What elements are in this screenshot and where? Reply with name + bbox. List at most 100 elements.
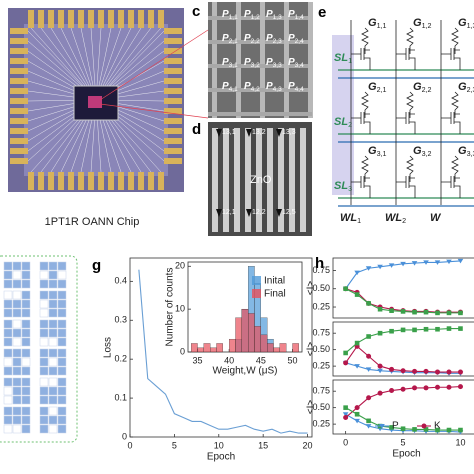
sem-stripes: 13,1 13,2 13,3 12,1 12,2 12,5 [212, 128, 306, 232]
legend-swatch [252, 289, 261, 298]
marker [423, 326, 429, 332]
gate-label: G1,3 [458, 17, 474, 30]
pad [164, 68, 182, 74]
sem-cell-label-main: P [288, 57, 295, 68]
pad [58, 10, 64, 28]
y-axis-label: Loss [103, 337, 114, 358]
pattern-pixel [48, 279, 58, 289]
pattern-pixel [21, 386, 31, 396]
sem-label: 13,3 [282, 129, 296, 136]
transistor [396, 176, 416, 198]
sem-cell-label-main: P [266, 9, 273, 20]
marker [421, 423, 427, 429]
chip-caption: 1PT1R OANN Chip [45, 216, 140, 228]
pattern-pixel [48, 337, 58, 347]
sem-cell-label-main: P [222, 57, 229, 68]
zoom-line [99, 103, 209, 119]
marker [379, 424, 385, 429]
marker [457, 258, 464, 264]
pattern-pixel [3, 337, 13, 347]
source-line-label: SL2 [334, 116, 352, 129]
transistor [351, 112, 371, 134]
pad [138, 10, 144, 28]
sem-cell-label-main: P [266, 57, 273, 68]
marker [343, 415, 349, 421]
pad [28, 10, 34, 28]
pattern-pixel [39, 377, 49, 387]
sem-row [208, 64, 312, 68]
marker [366, 353, 372, 359]
pattern-pixel [21, 279, 31, 289]
pattern-pixel [57, 279, 67, 289]
marker [400, 386, 406, 392]
sem-cell-label-sub: 4,3 [273, 86, 282, 93]
marker [377, 390, 383, 396]
pad [164, 158, 182, 164]
pattern-pixel [3, 328, 13, 338]
resistor [361, 91, 369, 118]
resistor [406, 155, 414, 182]
pad [10, 98, 28, 104]
x-tick-label: 50 [287, 355, 297, 365]
sem-column [308, 2, 313, 118]
marker [366, 418, 371, 424]
marker [354, 340, 360, 346]
x-axis-label: Weight,W (μS) [212, 366, 277, 377]
pad [10, 148, 28, 154]
word-line-label-sub: 2 [402, 217, 406, 225]
pad [108, 172, 114, 190]
sem-cell-label: P4,4 [288, 81, 304, 93]
pad [10, 48, 28, 54]
pattern-pixel [12, 279, 22, 289]
pad [38, 172, 44, 190]
hist-bar [197, 347, 204, 353]
pattern-pixel [12, 386, 22, 396]
pattern-pixel [48, 406, 58, 416]
pattern-pixel [3, 270, 13, 280]
marker [354, 292, 360, 297]
sem-cell-label-main: P [244, 33, 251, 44]
marker [435, 310, 440, 316]
marker [446, 427, 452, 433]
gate-label-main: G [413, 145, 422, 157]
marker [354, 418, 360, 424]
pad [164, 128, 182, 134]
hist-bar [216, 343, 223, 353]
pattern-pixel [3, 290, 13, 300]
marker [446, 369, 452, 375]
gate-label: G1,2 [413, 17, 432, 30]
pad [10, 68, 28, 74]
transistor [441, 48, 461, 70]
pattern-pixel [39, 415, 49, 425]
hist-bar [235, 317, 242, 353]
hist-bar [229, 338, 236, 353]
pattern-pixel [39, 366, 49, 376]
marker [435, 369, 441, 375]
marker [435, 427, 440, 433]
source-line-label-main: SL [334, 180, 348, 192]
pattern-pixel [39, 357, 49, 367]
sem-cell-label: P2,1 [222, 33, 238, 45]
resistor [406, 27, 414, 54]
sem-column [260, 2, 265, 118]
pattern-pixel [48, 424, 58, 434]
sem-stripe [245, 128, 251, 232]
pad [78, 172, 84, 190]
marker [458, 310, 463, 316]
y-axis-label: <I> [306, 342, 317, 357]
pad [10, 28, 28, 34]
sem-cell-label-sub: 3,2 [251, 62, 260, 69]
pattern-pixel [21, 415, 31, 425]
marker [446, 384, 452, 390]
word-line-label-sub: 1 [357, 217, 361, 225]
y-axis-label: Number of counts [165, 268, 176, 347]
sem-cell-label-main: P [222, 81, 229, 92]
pad [148, 10, 154, 28]
pattern-pixel [21, 366, 31, 376]
pattern-pixel [21, 328, 31, 338]
pattern-pixel [12, 261, 22, 271]
word-line-label-main: WL [385, 212, 402, 224]
resistor [406, 91, 414, 118]
pattern-pixel [57, 319, 67, 329]
sem-stripe [300, 128, 306, 232]
